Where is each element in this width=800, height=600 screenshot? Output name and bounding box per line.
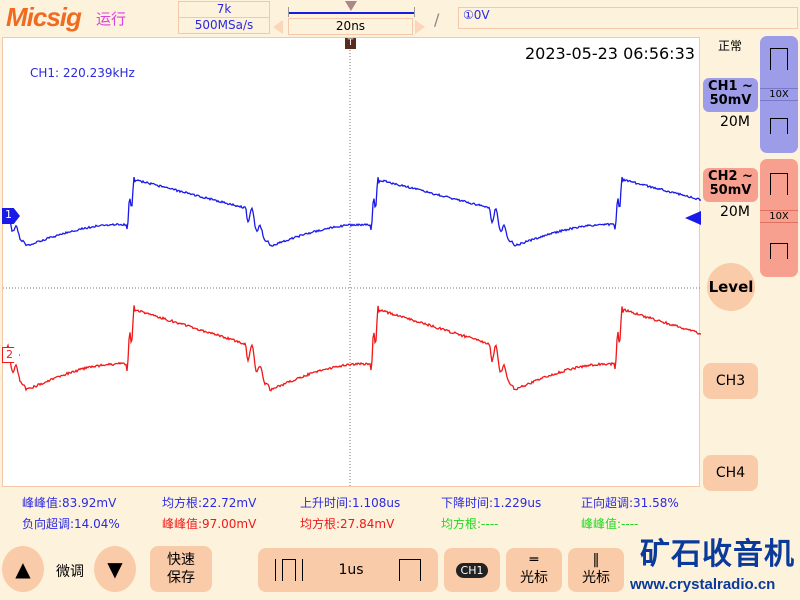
pulse-icon <box>770 118 788 134</box>
quick-save-button[interactable]: 快速 保存 <box>150 546 212 592</box>
up-button[interactable]: ▲ <box>2 546 44 592</box>
waveform-display[interactable]: T <box>2 37 700 487</box>
vertical-cursor-icon: ‖ <box>593 553 600 567</box>
trigger-time-marker[interactable]: T <box>345 38 356 49</box>
measurement-item[interactable]: 均方根:22.72mV <box>162 494 256 511</box>
ch2-probe: 10X <box>760 210 798 223</box>
ch2-scale: 50mV <box>710 183 752 198</box>
ch1-scale: 50mV <box>710 93 752 108</box>
measurement-item[interactable]: 正向超调:31.58% <box>581 494 679 511</box>
timebase-control[interactable]: 1us <box>258 548 438 592</box>
measurement-item[interactable]: 负向超调:14.04% <box>22 515 120 532</box>
ch1-probe-panel[interactable]: 10X <box>760 36 798 153</box>
level-knob[interactable]: Level <box>707 263 755 311</box>
ch2-label: CH2 ~ <box>708 169 753 184</box>
time-value[interactable]: 1us <box>338 562 363 578</box>
trigger-mode[interactable]: 正常 <box>718 37 742 54</box>
ch2-bandwidth: 20M <box>720 204 750 220</box>
run-state[interactable]: 运行 <box>96 8 126 29</box>
memory-depth[interactable]: 7k <box>178 1 270 18</box>
measurement-item[interactable]: 峰峰值:97.00mV <box>162 515 256 532</box>
cursor-vertical-button[interactable]: ‖ 光标 <box>568 548 624 592</box>
ch1-settings[interactable]: CH1 ~50mV <box>703 78 758 112</box>
ch1-probe: 10X <box>760 88 798 101</box>
timebase-right-arrow[interactable] <box>415 20 425 34</box>
sample-rate[interactable]: 500MSa/s <box>178 17 270 34</box>
quick-save-label: 快速 <box>167 551 195 569</box>
watermark-logo: 矿石收音机 <box>640 538 795 572</box>
trigger-position-marker[interactable] <box>345 1 357 11</box>
quick-save-label: 保存 <box>167 569 195 587</box>
ch2-settings[interactable]: CH2 ~50mV <box>703 168 758 202</box>
ch1-waveform <box>3 177 701 246</box>
ch2-probe-panel[interactable]: 10X <box>760 159 798 277</box>
timebase-left-arrow[interactable] <box>273 20 283 34</box>
cursor-horizontal-button[interactable]: ═ 光标 <box>506 548 562 592</box>
frequency-readout: CH1: 220.239kHz <box>30 66 135 80</box>
narrow-pulse-icon[interactable] <box>275 559 303 581</box>
pulse-icon <box>770 173 788 195</box>
fine-adjust-label: 微调 <box>56 561 84 581</box>
micsig-logo: Micsig <box>6 2 81 33</box>
channel-select-label: CH1 <box>456 563 489 578</box>
cursor-label: 光标 <box>520 567 548 587</box>
measurement-item[interactable]: 均方根:27.84mV <box>300 515 394 532</box>
pulse-icon <box>770 243 788 259</box>
ch4-button[interactable]: CH4 <box>703 455 758 491</box>
timebase[interactable]: 20ns <box>288 18 413 35</box>
memory-position-line <box>289 12 414 14</box>
ch1-bandwidth: 20M <box>720 114 750 130</box>
channel-select-button[interactable]: CH1 <box>444 548 500 592</box>
ch2-waveform <box>3 305 701 390</box>
horizontal-cursor-icon: ═ <box>530 553 538 567</box>
down-button[interactable]: ▼ <box>94 546 136 592</box>
pulse-icon <box>770 48 788 70</box>
wide-pulse-icon[interactable] <box>399 559 421 581</box>
ch1-label: CH1 ~ <box>708 79 753 94</box>
cursor-label: 光标 <box>582 567 610 587</box>
ch3-button[interactable]: CH3 <box>703 363 758 399</box>
measurement-item[interactable]: 均方根:---- <box>441 515 498 532</box>
measurement-item[interactable]: 上升时间:1.108us <box>300 494 400 511</box>
watermark-url: www.crystalradio.cn <box>630 576 775 594</box>
trigger-level-marker <box>685 211 701 225</box>
measurement-item[interactable]: 峰峰值:---- <box>581 515 638 532</box>
rising-edge-icon[interactable]: / <box>434 10 439 29</box>
measurement-item[interactable]: 峰峰值:83.92mV <box>22 494 116 511</box>
datetime: 2023-05-23 06:56:33 <box>525 44 695 63</box>
trigger-info[interactable]: ①0V <box>458 7 798 29</box>
measurement-item[interactable]: 下降时间:1.229us <box>441 494 541 511</box>
